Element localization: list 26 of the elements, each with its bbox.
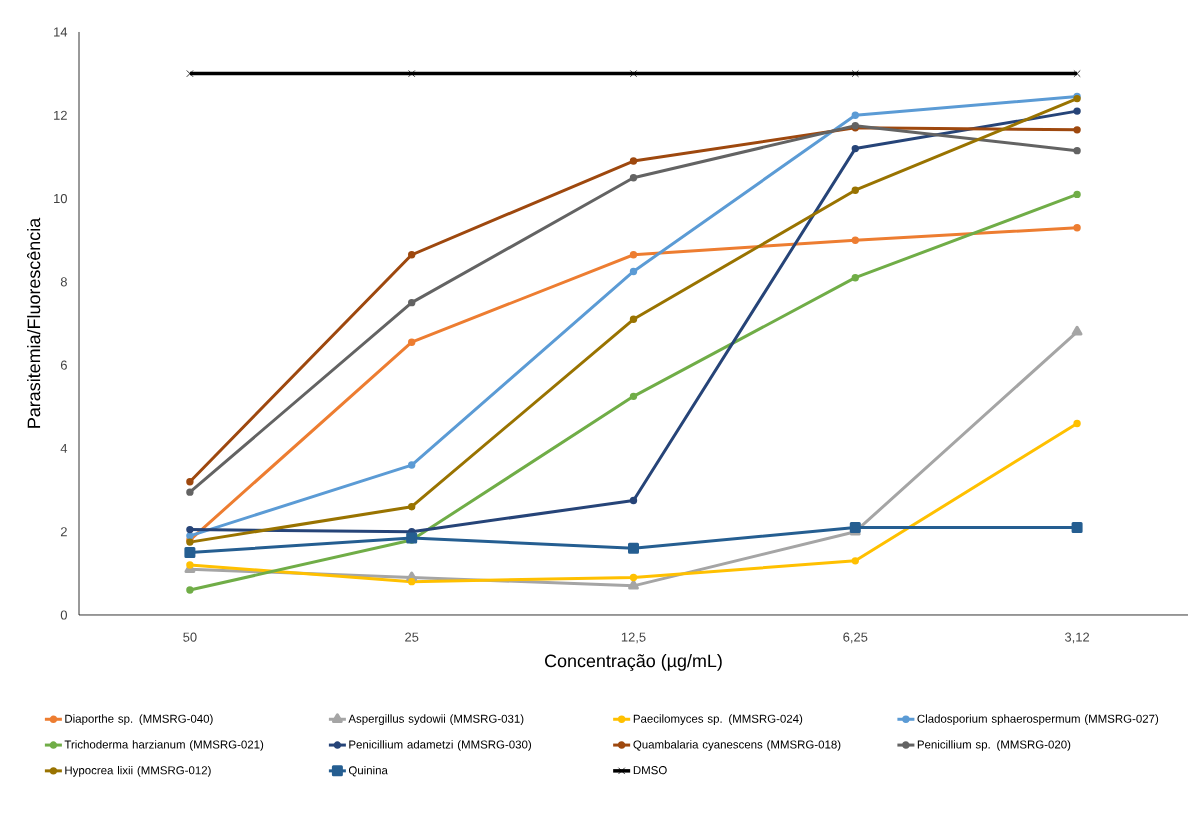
y-tick-label: 8 xyxy=(60,277,67,287)
y-tick-label: 10 xyxy=(54,193,67,204)
legend-label: Quinina xyxy=(348,765,388,777)
x-tick-label: 50 xyxy=(183,632,197,642)
legend-label: Penicillium sp. (MMSRG-020) xyxy=(917,740,1071,751)
y-tick-label: 6 xyxy=(60,360,67,370)
y-tick-label: 4 xyxy=(60,443,68,453)
x-tick-label: 3,12 xyxy=(1064,632,1090,644)
y-tick-label: 0 xyxy=(60,610,67,620)
legend-label: Paecilomyces sp. (MMSRG-024) xyxy=(633,714,803,726)
legend-label: Diaporthe sp. (MMSRG-040) xyxy=(65,714,213,726)
x-axis-title: Concentração (µg/mL) xyxy=(545,654,722,671)
y-tick-label: 12 xyxy=(54,110,67,120)
legend-label: Aspergillus sydowii (MMSRG-031) xyxy=(348,714,524,726)
legend-label: Trichoderma harzianum (MMSRG-021) xyxy=(64,740,264,751)
x-tick-label: 12,5 xyxy=(621,632,646,644)
y-axis-title: Parasitemia/Fluorescência xyxy=(27,217,41,428)
y-tick-label: 14 xyxy=(54,27,68,37)
legend-label: Quambalaria cyanescens (MMSRG-018) xyxy=(633,740,841,751)
legend-label: Cladosporium sphaerospermum (MMSRG-027) xyxy=(917,714,1159,726)
legend-label: Penicillium adametzi (MMSRG-030) xyxy=(349,740,532,751)
y-tick-label: 2 xyxy=(60,527,67,537)
legend-label: Hypocrea lixii (MMSRG-012) xyxy=(65,765,211,777)
x-tick-label: 25 xyxy=(405,632,419,642)
legend-label: DMSO xyxy=(633,766,667,775)
x-tick-label: 6,25 xyxy=(843,632,868,644)
